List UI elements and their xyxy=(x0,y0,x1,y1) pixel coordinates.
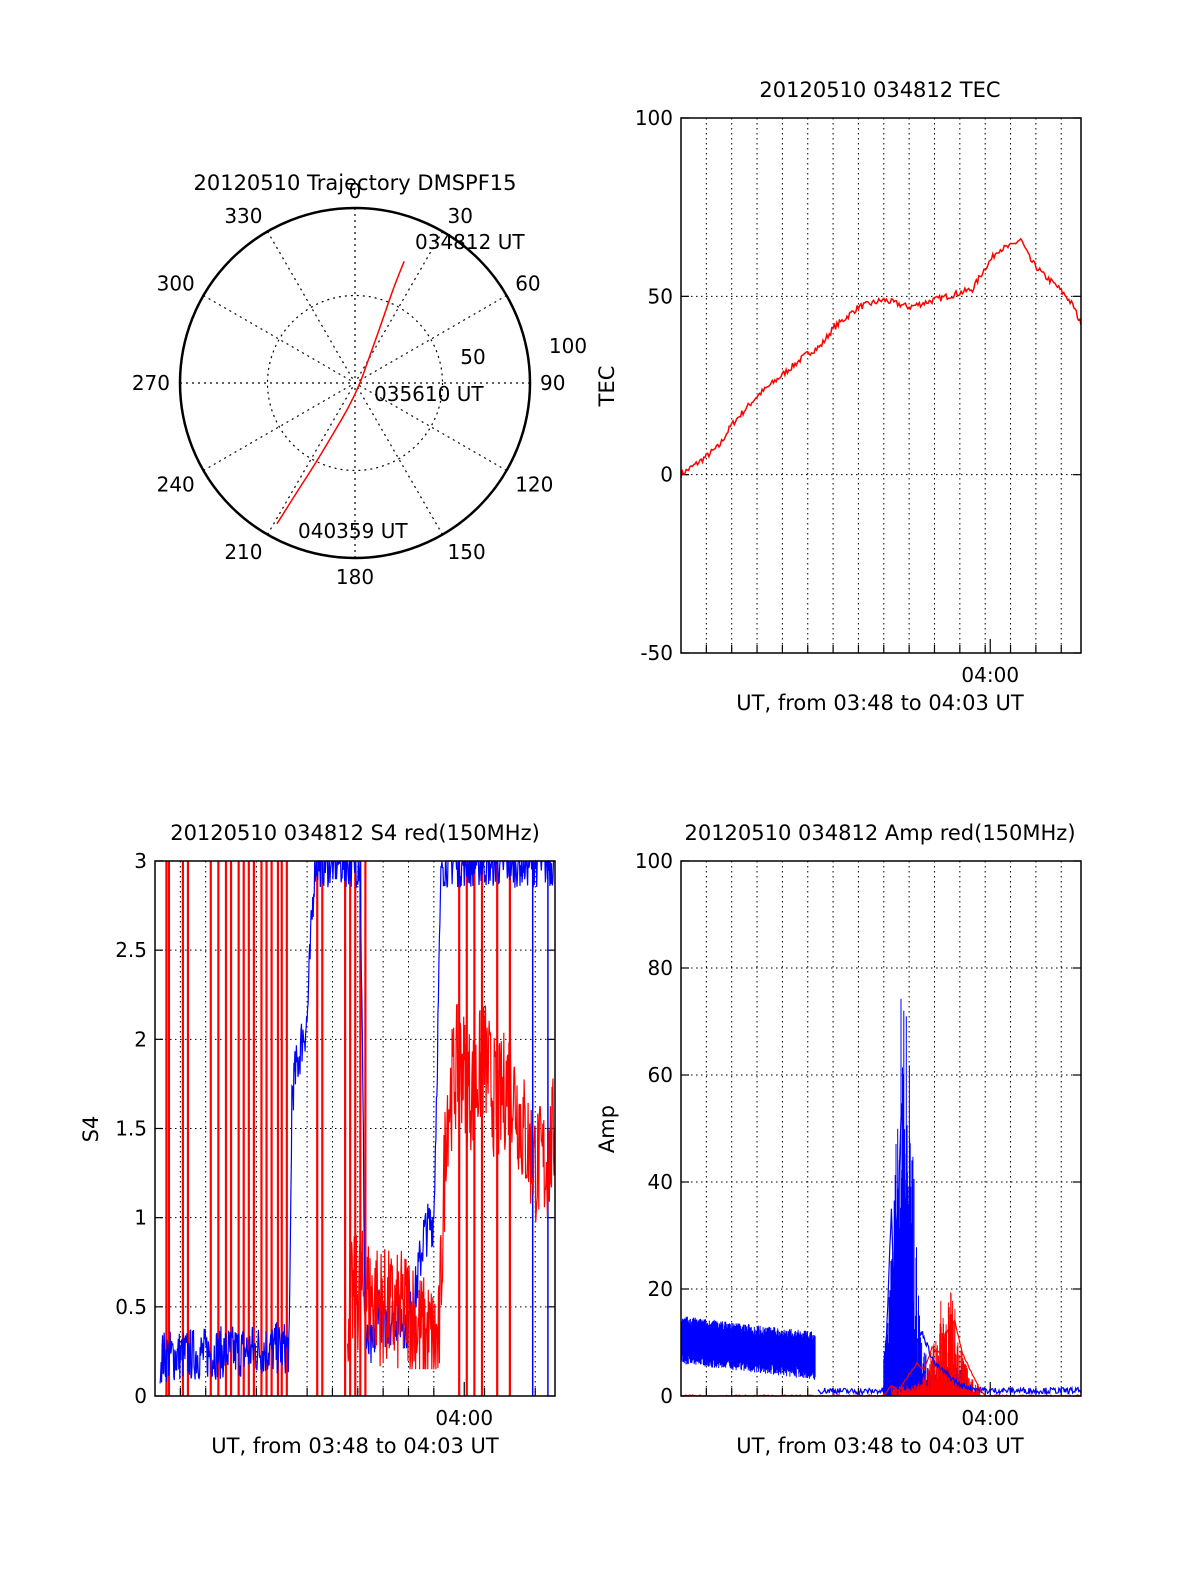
s4-axes-frame xyxy=(154,860,556,1397)
amp-x-axis-label: UT, from 03:48 to 04:03 UT xyxy=(736,1434,1024,1458)
polar-azimuth-label: 300 xyxy=(157,272,195,296)
s4-y-axis-label: S4 xyxy=(79,1116,103,1143)
tec-x-axis-label: UT, from 03:48 to 04:03 UT xyxy=(736,691,1024,715)
tec-ticks: -50 0 50 100 04:00 xyxy=(635,106,1081,687)
polar-grid xyxy=(180,208,530,558)
polar-azimuth-label: 240 xyxy=(157,473,195,497)
s4-y-tick-label: 0.5 xyxy=(115,1295,147,1319)
s4-panel: 20120510 034812 S4 red(150MHz) 0 0.5 1 1.5 2… xyxy=(79,821,556,1458)
amp-title: 20120510 034812 Amp red(150MHz) xyxy=(684,821,1075,845)
amp-y-tick-label: 80 xyxy=(648,956,673,980)
polar-azimuth-label: 210 xyxy=(224,540,262,564)
tec-y-tick-label: 50 xyxy=(648,284,673,308)
s4-title: 20120510 034812 S4 red(150MHz) xyxy=(170,821,540,845)
polar-azimuth-label: 90 xyxy=(540,371,565,395)
tec-axes-frame xyxy=(680,117,1082,654)
polar-panel: 20120510 Trajectory DMSPF15 0 30 60 90 120 15… xyxy=(132,171,587,589)
amp-y-tick-label: 0 xyxy=(660,1384,673,1408)
s4-x-tick-label: 04:00 xyxy=(435,1406,493,1430)
s4-y-tick-label: 2 xyxy=(134,1027,147,1051)
amp-y-tick-label: 60 xyxy=(648,1063,673,1087)
tec-grid xyxy=(681,118,1081,653)
polar-azimuth-labels: 0 30 60 90 120 150 180 210 240 270 300 330 xyxy=(132,179,566,589)
tec-series-line xyxy=(680,237,1082,479)
s4-y-tick-label: 1 xyxy=(134,1206,147,1230)
polar-azimuth-label: 30 xyxy=(448,204,473,228)
amp-axes-frame xyxy=(680,860,1082,1397)
polar-annotation-start: 034812 UT xyxy=(415,230,525,254)
polar-title: 20120510 Trajectory DMSPF15 xyxy=(193,171,516,195)
polar-azimuth-label: 60 xyxy=(515,272,540,296)
amp-y-tick-label: 40 xyxy=(648,1170,673,1194)
amp-y-axis-label: Amp xyxy=(595,1105,619,1153)
polar-annotation-end: 040359 UT xyxy=(298,519,408,543)
polar-azimuth-label: 0 xyxy=(349,179,362,203)
polar-azimuth-label: 330 xyxy=(224,204,262,228)
s4-y-tick-label: 2.5 xyxy=(115,938,147,962)
amp-y-tick-label: 100 xyxy=(635,849,673,873)
polar-radius-label-50: 50 xyxy=(460,345,485,369)
tec-y-tick-label: 0 xyxy=(660,463,673,487)
amp-y-tick-label: 20 xyxy=(648,1277,673,1301)
s4-x-axis-label: UT, from 03:48 to 04:03 UT xyxy=(211,1434,499,1458)
amp-panel: 20120510 034812 Amp red(150MHz) 0 20 40 60 8… xyxy=(595,821,1082,1458)
polar-azimuth-label: 120 xyxy=(515,473,553,497)
polar-azimuth-label: 270 xyxy=(132,371,170,395)
amp-grid xyxy=(681,861,1081,1396)
tec-x-tick-label: 04:00 xyxy=(961,663,1019,687)
s4-y-tick-label: 1.5 xyxy=(115,1117,147,1141)
polar-grid-circle xyxy=(266,294,444,472)
amp-x-tick-label: 04:00 xyxy=(961,1406,1019,1430)
tec-y-axis-label: TEC xyxy=(595,366,619,408)
polar-azimuth-label: 180 xyxy=(336,565,374,589)
tec-y-tick-label: -50 xyxy=(640,641,673,665)
s4-spikes xyxy=(165,861,549,1396)
polar-outer-ring xyxy=(178,206,532,560)
s4-y-tick-label: 0 xyxy=(134,1384,147,1408)
tec-panel: 20120510 034812 TEC -50 0 50 100 04:00 TEC U… xyxy=(595,78,1082,715)
polar-grid-spoke xyxy=(266,231,444,535)
s4-y-tick-label: 3 xyxy=(134,849,147,873)
s4-ticks: 0 0.5 1 1.5 2 2.5 3 04:00 xyxy=(115,849,555,1430)
polar-annotation-mid: 035610 UT xyxy=(374,382,484,406)
polar-trajectory-line xyxy=(276,261,405,525)
tec-title: 20120510 034812 TEC xyxy=(759,78,1000,102)
polar-azimuth-label: 150 xyxy=(448,540,486,564)
s4-red-series xyxy=(347,1003,556,1370)
amp-blue-noise-band xyxy=(680,1316,816,1380)
amp-noise xyxy=(680,998,981,1396)
tec-y-tick-label: 100 xyxy=(635,106,673,130)
amp-blue-series xyxy=(817,1103,1082,1397)
polar-radius-label-100: 100 xyxy=(549,334,587,358)
